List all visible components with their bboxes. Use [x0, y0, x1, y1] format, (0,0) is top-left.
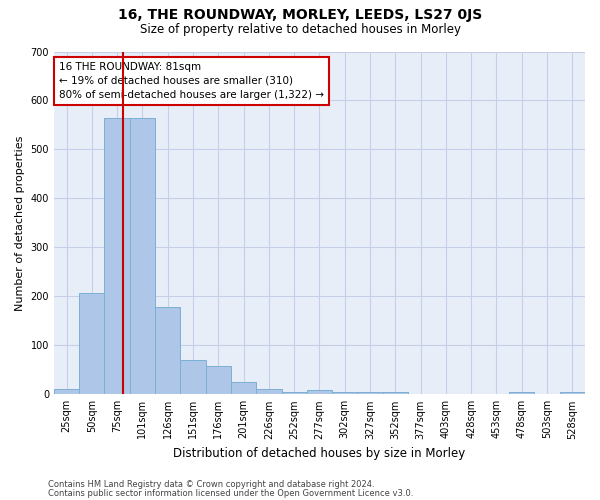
Bar — [560, 392, 585, 394]
Text: 16, THE ROUNDWAY, MORLEY, LEEDS, LS27 0JS: 16, THE ROUNDWAY, MORLEY, LEEDS, LS27 0J… — [118, 8, 482, 22]
X-axis label: Distribution of detached houses by size in Morley: Distribution of detached houses by size … — [173, 447, 466, 460]
Bar — [256, 390, 281, 394]
Bar — [358, 392, 383, 394]
Text: Size of property relative to detached houses in Morley: Size of property relative to detached ho… — [139, 22, 461, 36]
Bar — [383, 392, 408, 394]
Bar — [54, 390, 79, 394]
Text: Contains HM Land Registry data © Crown copyright and database right 2024.: Contains HM Land Registry data © Crown c… — [48, 480, 374, 489]
Bar — [104, 118, 130, 394]
Bar — [130, 118, 155, 394]
Y-axis label: Number of detached properties: Number of detached properties — [15, 135, 25, 310]
Text: 16 THE ROUNDWAY: 81sqm
← 19% of detached houses are smaller (310)
80% of semi-de: 16 THE ROUNDWAY: 81sqm ← 19% of detached… — [59, 62, 324, 100]
Bar — [307, 390, 332, 394]
Bar — [332, 392, 358, 394]
Bar — [509, 392, 535, 394]
Bar — [155, 307, 181, 394]
Bar — [231, 382, 256, 394]
Bar — [79, 293, 104, 394]
Text: Contains public sector information licensed under the Open Government Licence v3: Contains public sector information licen… — [48, 489, 413, 498]
Bar — [281, 392, 307, 394]
Bar — [181, 360, 206, 394]
Bar — [206, 366, 231, 394]
